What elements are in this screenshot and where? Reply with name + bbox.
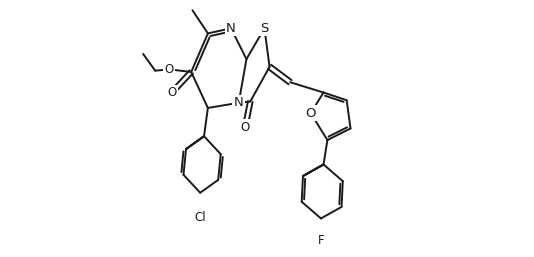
Text: O: O (305, 107, 316, 120)
Text: S: S (260, 22, 269, 35)
Text: O: O (164, 63, 174, 76)
Text: O: O (240, 121, 250, 134)
Text: N: N (234, 96, 244, 109)
Text: N: N (226, 22, 236, 35)
Text: F: F (318, 234, 324, 247)
Text: Cl: Cl (194, 211, 206, 224)
Text: O: O (167, 86, 177, 99)
